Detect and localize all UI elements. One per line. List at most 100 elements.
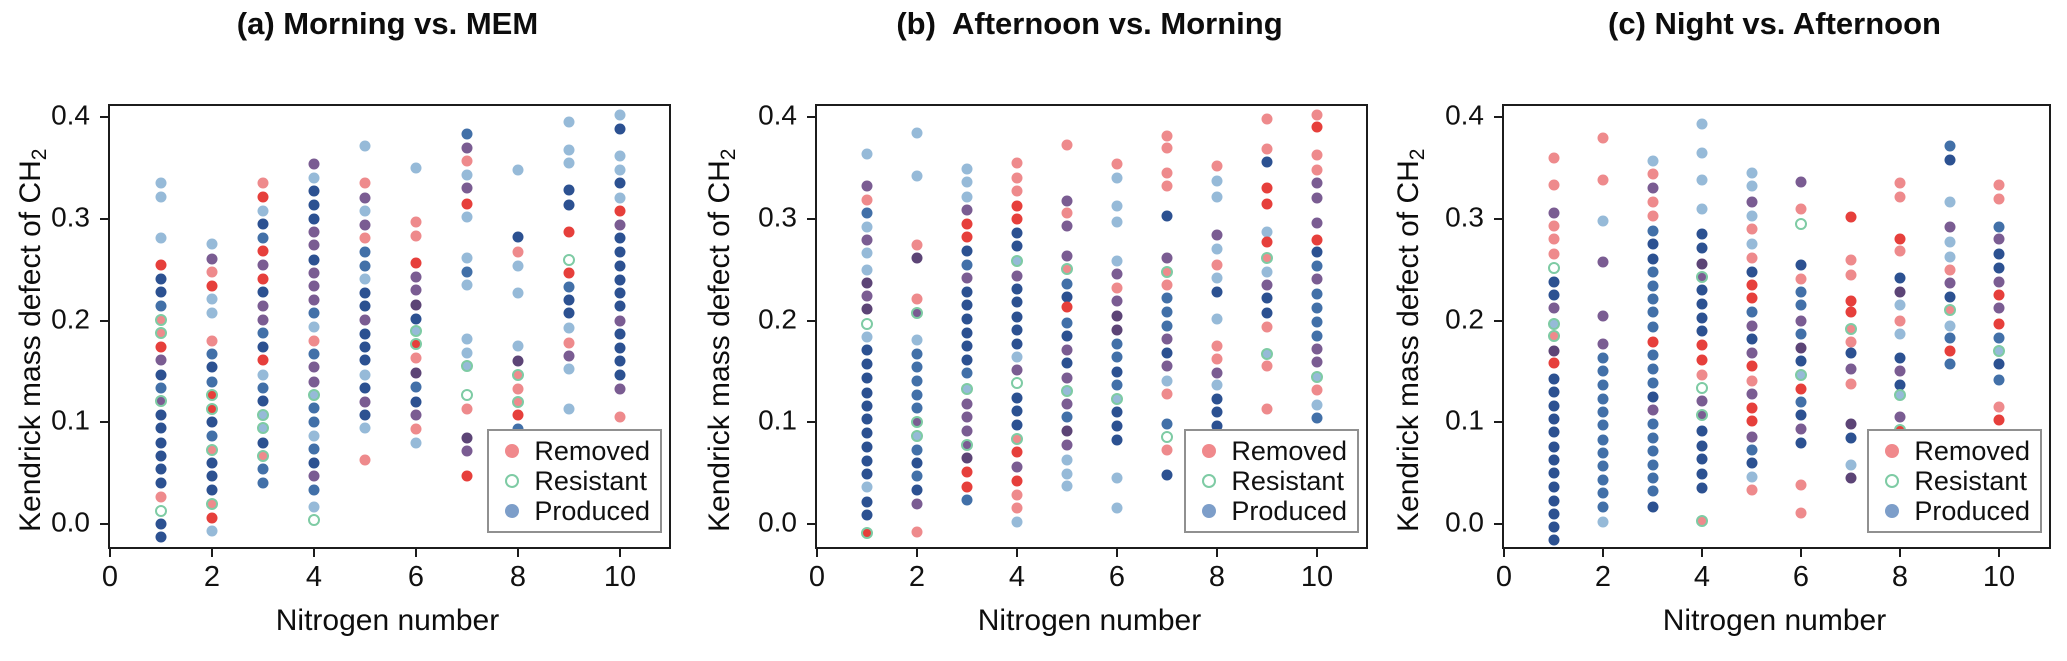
data-point [861,496,873,508]
data-point [1795,328,1807,340]
data-point [1647,336,1658,348]
data-point [1011,172,1023,184]
y-tick [1494,421,1502,424]
data-point [1647,306,1658,318]
data-point [461,128,473,140]
legend-item: Resistant [497,466,650,496]
data-point [1647,472,1658,484]
legend-label: Resistant [1914,465,2027,496]
data-point [1011,446,1023,458]
data-point [155,191,167,203]
data-point [155,518,167,530]
data-point [1746,375,1757,387]
data-point [1597,215,1609,227]
data-point [359,300,371,312]
data-point [206,253,218,265]
data-point [359,396,371,408]
y-tick-label: 0.3 [1445,201,1484,233]
data-point [512,231,524,243]
data-point [410,396,422,408]
data-point [1211,393,1223,405]
plot-area: 0.0 0.1 0.2 0.3 0.4 0 2 4 6 8 10 Removed Resistant Pr… [51,100,671,593]
data-point [308,199,320,211]
data-point [461,252,473,264]
data-point [614,246,626,258]
data-point [1311,234,1323,246]
data-point [861,194,873,206]
data-point [1261,403,1273,415]
data-point [1211,379,1223,391]
data-point [206,497,218,510]
produced-marker-icon [1202,504,1217,518]
data-point [1943,304,1956,317]
plot-area: 0.0 0.1 0.2 0.3 0.4 0 2 4 6 8 10 Removed Resistant Pr… [1445,100,2051,593]
data-point [1597,406,1609,418]
data-point [614,369,626,380]
x-tick [1800,549,1802,557]
data-point [1993,262,2005,274]
x-tick-label: 6 [1792,561,1810,593]
data-point [1011,227,1023,239]
data-point [1944,154,1955,166]
data-point [614,232,626,244]
data-point [1795,273,1807,285]
data-point [911,127,923,139]
data-point [308,239,320,251]
data-point [1211,367,1223,379]
data-point [1548,481,1559,493]
data-point [861,344,873,356]
data-point [1597,487,1609,499]
data-point [1161,444,1173,456]
data-point [1993,358,2005,370]
data-point [1261,321,1273,333]
legend-item: Removed [1877,436,2030,466]
data-point [1647,459,1658,471]
data-point [461,403,473,415]
data-point [512,409,524,421]
data-point [1548,508,1559,520]
data-point [1311,316,1323,328]
data-point [1011,324,1023,336]
data-point [1211,243,1223,255]
legend-label: Removed [1914,435,2030,466]
data-point [1548,521,1559,533]
data-point [1696,381,1708,394]
legend-label: Produced [534,495,650,526]
data-point [861,331,873,343]
data-point [1993,345,2005,358]
data-point [614,411,626,423]
data-point [359,409,371,421]
data-point [461,182,473,194]
data-point [961,313,973,325]
data-point [911,252,923,264]
data-point [257,259,269,271]
data-point [961,163,973,175]
data-point [155,491,167,503]
data-point [1547,261,1560,274]
data-point [461,360,473,373]
data-point [1597,352,1609,364]
data-point [961,204,973,216]
data-point [359,422,371,434]
data-point [1261,182,1273,194]
data-point [1111,172,1123,184]
legend-item: Resistant [1877,466,2030,496]
data-point [257,245,269,257]
legend-label: Resistant [534,465,647,496]
data-point [257,369,269,380]
x-tick-label: 2 [1594,561,1612,593]
data-point [359,287,371,299]
data-point [1845,211,1856,223]
data-point [1845,378,1856,390]
x-tick [1602,549,1604,557]
data-point [1211,229,1223,241]
y-axis-label-subscript: 2 [1406,148,1429,161]
data-point [1111,406,1123,418]
data-point [155,394,167,407]
data-point [206,430,218,442]
data-point [1061,291,1073,303]
data-point [1548,233,1559,245]
y-tick-label: 0.1 [758,405,797,437]
data-point [1011,283,1023,295]
data-point [461,142,473,154]
